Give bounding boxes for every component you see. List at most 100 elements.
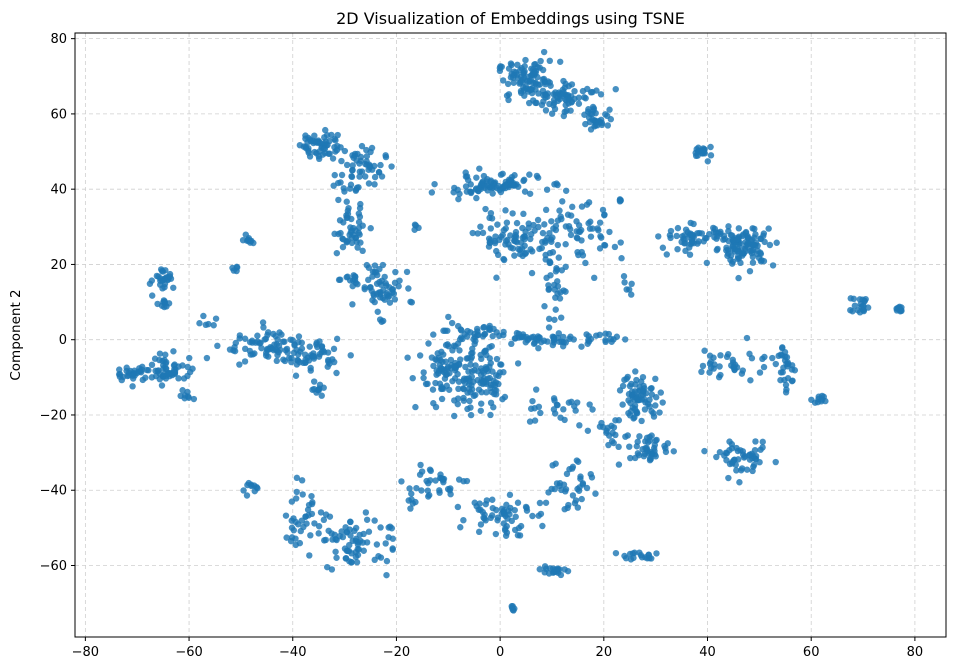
scatter-point <box>242 345 249 353</box>
scatter-point <box>707 152 715 159</box>
scatter-point <box>773 239 780 246</box>
scatter-point <box>510 79 517 86</box>
scatter-point <box>298 477 306 484</box>
scatter-point <box>818 396 826 403</box>
scatter-point <box>521 250 529 258</box>
scatter-point <box>752 456 760 463</box>
scatter-point <box>487 399 495 407</box>
scatter-point <box>601 211 608 218</box>
scatter-point <box>783 386 790 393</box>
scatter-point <box>430 331 437 338</box>
scatter-point <box>638 417 645 425</box>
scatter-point <box>465 368 472 375</box>
scatter-point <box>202 321 210 329</box>
scatter-point <box>162 351 169 358</box>
scatter-point <box>486 322 493 330</box>
scatter-point <box>556 295 564 302</box>
scatter-point <box>591 274 598 282</box>
scatter-point <box>532 99 539 107</box>
scatter-point <box>261 336 268 343</box>
scatter-point <box>765 225 772 232</box>
scatter-point <box>333 369 340 377</box>
scatter-point <box>343 239 350 246</box>
scatter-point <box>270 347 277 354</box>
scatter-point <box>560 333 567 341</box>
scatter-point <box>640 453 648 460</box>
scatter-point <box>514 360 522 367</box>
scatter-point <box>474 230 481 237</box>
scatter-point <box>467 361 474 368</box>
scatter-point <box>161 298 168 305</box>
scatter-point <box>562 80 569 88</box>
scatter-point <box>543 274 550 282</box>
scatter-point <box>788 377 796 385</box>
scatter-point <box>559 343 567 350</box>
scatter-point <box>296 539 304 547</box>
scatter-point <box>499 231 506 239</box>
scatter-point <box>602 111 609 118</box>
scatter-point <box>282 512 290 519</box>
scatter-point <box>508 603 515 610</box>
scatter-point <box>357 537 364 545</box>
scatter-point <box>318 343 326 350</box>
scatter-point <box>468 373 476 380</box>
scatter-point <box>757 235 764 242</box>
scatter-point <box>739 448 747 455</box>
scatter-point <box>232 339 239 347</box>
scatter-point <box>293 488 300 496</box>
scatter-point <box>578 495 585 503</box>
scatter-point <box>689 231 696 239</box>
scatter-point <box>541 303 548 310</box>
scatter-point <box>659 244 667 251</box>
scatter-point <box>594 225 601 232</box>
scatter-point <box>363 146 370 154</box>
scatter-point <box>273 357 280 365</box>
scatter-point <box>535 345 542 352</box>
scatter-point <box>488 512 496 519</box>
scatter-point <box>542 499 550 506</box>
scatter-point <box>587 233 595 240</box>
scatter-point <box>436 489 443 496</box>
scatter-point <box>494 221 501 228</box>
scatter-point <box>741 453 749 460</box>
x-tick-label: 60 <box>803 645 820 660</box>
scatter-point <box>634 450 642 457</box>
scatter-point <box>859 296 866 303</box>
scatter-point <box>507 60 515 67</box>
scatter-point <box>196 320 203 327</box>
scatter-point <box>386 523 394 530</box>
scatter-point <box>379 261 387 269</box>
scatter-point <box>602 337 609 344</box>
scatter-point <box>487 209 495 217</box>
scatter-point <box>468 382 475 389</box>
scatter-point <box>360 547 367 554</box>
scatter-point <box>552 268 560 275</box>
scatter-point <box>483 389 490 396</box>
scatter-point <box>356 231 363 238</box>
scatter-point <box>373 269 380 276</box>
scatter-point <box>545 282 552 289</box>
scatter-point <box>398 478 405 485</box>
scatter-point <box>699 362 707 370</box>
scatter-point <box>597 91 605 98</box>
scatter-point <box>652 394 660 401</box>
scatter-point <box>474 376 481 384</box>
scatter-point <box>454 503 462 511</box>
scatter-point <box>783 360 790 368</box>
scatter-point <box>333 554 340 561</box>
scatter-point <box>443 382 450 389</box>
scatter-point <box>331 171 338 179</box>
scatter-point <box>722 449 730 457</box>
scatter-point <box>505 65 513 72</box>
scatter-point <box>420 374 427 382</box>
scatter-point <box>519 331 527 338</box>
scatter-point <box>371 298 378 306</box>
scatter-point <box>584 85 591 93</box>
scatter-point <box>386 299 394 306</box>
scatter-point <box>549 333 556 340</box>
scatter-point <box>690 239 697 247</box>
scatter-point <box>413 484 420 492</box>
plot-frame <box>74 32 947 638</box>
scatter-point <box>307 532 314 539</box>
scatter-point <box>391 296 399 303</box>
